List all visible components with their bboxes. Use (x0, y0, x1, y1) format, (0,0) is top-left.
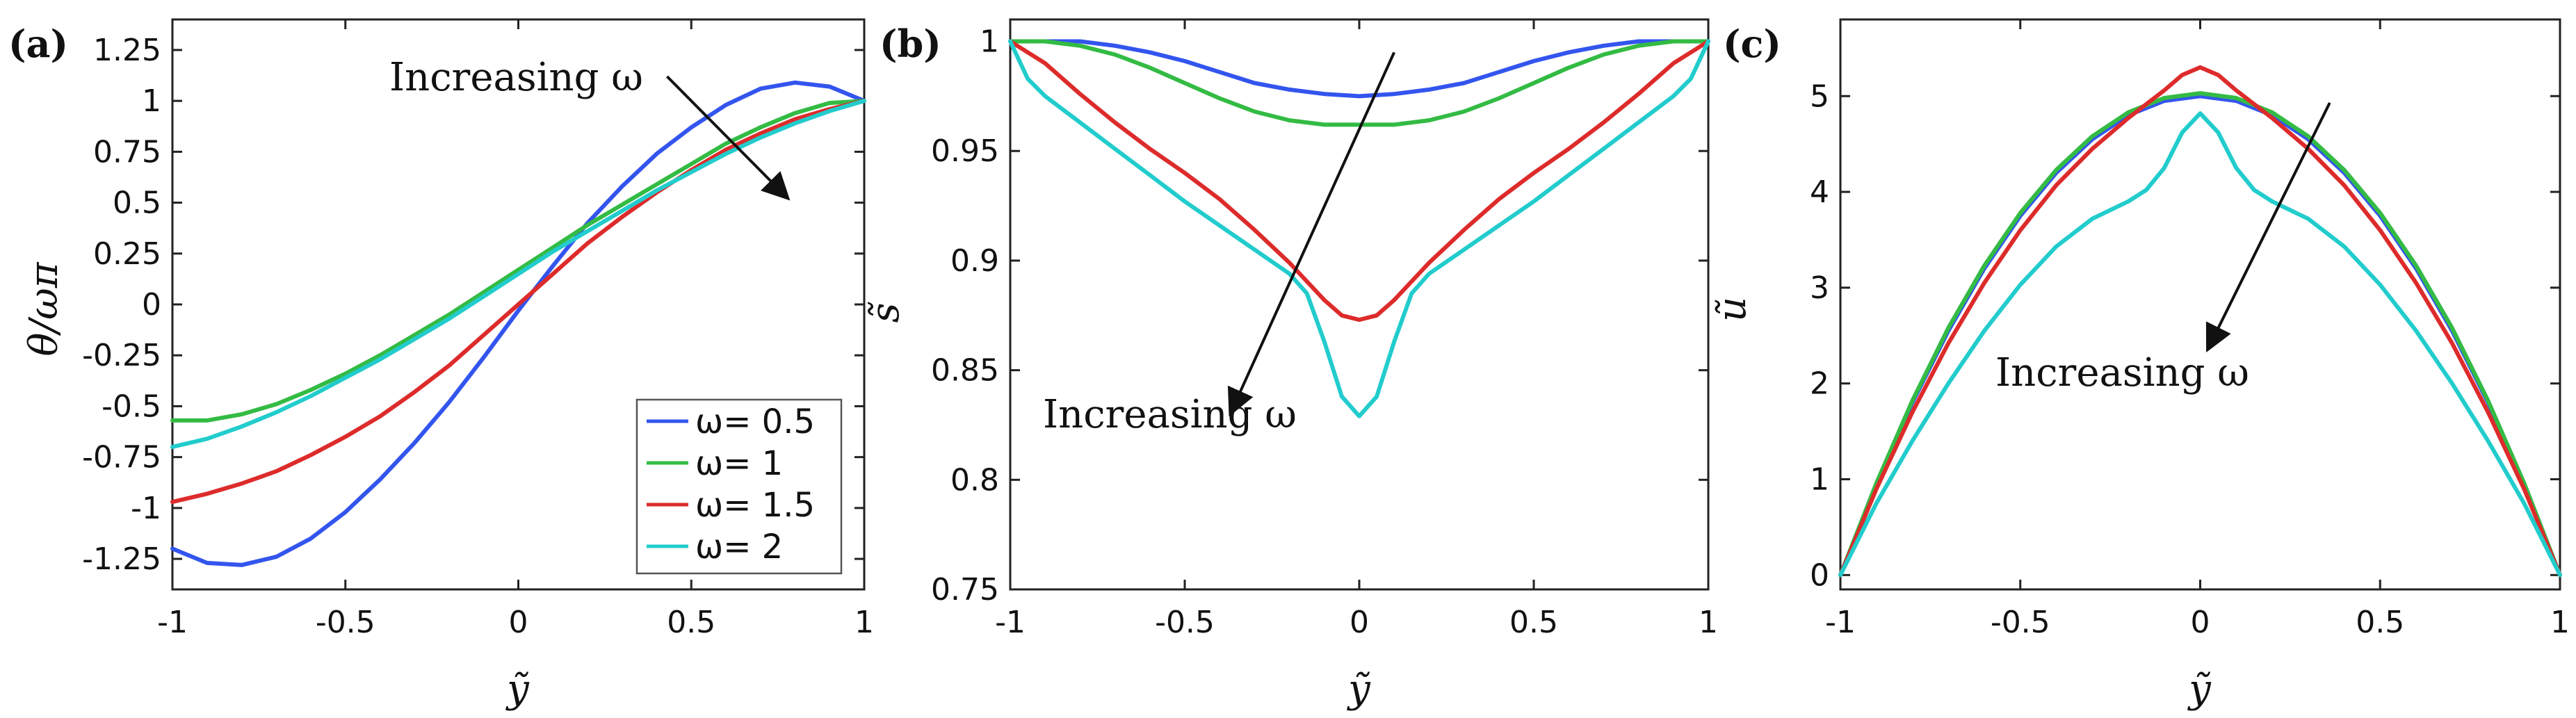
series-lines (1008, 39, 1710, 418)
y-tick-label: 5 (1810, 79, 1829, 114)
y-tick-label: -1 (131, 491, 161, 526)
y-tick-label: 0 (1810, 557, 1829, 593)
x-tick-label: -0.5 (1155, 605, 1215, 640)
series-lines (1838, 65, 2562, 578)
series-line (1838, 91, 2562, 578)
series-line (1008, 39, 1710, 323)
x-tick-label: -1 (1825, 605, 1856, 640)
x-tick-label: 0 (2191, 605, 2210, 640)
panel-a: (a) -1.25 -1 -0.75 -0.5 -0.25 0 0.25 0.5 0.75 1 1.… (8, 18, 874, 712)
x-tick-label: 1 (2550, 605, 2570, 640)
y-tick-label: 0 (142, 287, 161, 323)
x-tick-label: -0.5 (316, 605, 375, 640)
legend-label: ω= 1 (695, 444, 783, 483)
annotation: Increasing ω (1043, 51, 1396, 437)
x-tick-label: 0 (1350, 605, 1369, 640)
x-tick-label: 1 (854, 605, 874, 640)
y-tick-label: -0.25 (82, 338, 161, 373)
y-tick-label: 4 (1810, 174, 1829, 210)
x-axis-label: ỹ (505, 667, 530, 712)
legend-item: ω= 1 (647, 444, 783, 483)
legend-label: ω= 2 (695, 528, 783, 566)
y-tick-label: 1 (142, 83, 161, 119)
plot-area (1009, 18, 1710, 591)
x-tick-label: 0.5 (2356, 605, 2404, 640)
panel-label: (b) (880, 22, 941, 66)
y-tick-label: 0.9 (950, 243, 999, 279)
series-lines (170, 80, 866, 567)
x-tick-label: -1 (995, 605, 1026, 640)
series-line (1838, 111, 2562, 578)
y-tick-label: 2 (1810, 366, 1829, 402)
y-tick-label: 1 (1810, 462, 1829, 498)
plot-border (1009, 18, 1710, 591)
y-tick-label: 0.5 (113, 186, 161, 221)
panel-c: (c) 0 1 2 3 4 5 -1 -0.5 0 0.5 1 ỹ ũ Increasing ω (1710, 18, 2570, 712)
y-tick-label: 0.75 (93, 134, 161, 170)
legend-item: ω= 2 (647, 528, 783, 566)
y-tick-label: 0.95 (931, 133, 999, 169)
annotation: Increasing ω (1995, 102, 2331, 395)
series-line (170, 80, 866, 567)
y-tick-label: 0.8 (950, 462, 999, 498)
legend-box (635, 398, 843, 575)
y-tick-label: -0.75 (82, 440, 161, 475)
annotation-text: Increasing ω (1995, 350, 2249, 395)
x-tick-label: 1 (1699, 605, 1718, 640)
panel-b: (b) 0.75 0.8 0.85 0.9 0.95 1 -1 -0.5 0 0.5 1 ỹ s̃… (863, 18, 1718, 712)
panel-label: (a) (8, 22, 68, 66)
y-tick-label: 1 (980, 24, 999, 60)
y-ticks: 0 1 2 3 4 5 (1810, 79, 2560, 593)
x-tick-label: 0.5 (667, 605, 715, 640)
y-tick-label: 0.25 (93, 236, 161, 272)
y-axis-label: s̃ (863, 302, 908, 323)
legend-label: ω= 0.5 (695, 402, 815, 441)
y-ticks: -1.25 -1 -0.75 -0.5 -0.25 0 0.25 0.5 0.75 1 1.25 (82, 33, 864, 577)
annotation-arrow (666, 75, 791, 201)
series-line (170, 99, 866, 423)
series-line (1838, 94, 2562, 578)
y-axis-label: ũ (1710, 297, 1755, 322)
y-tick-label: 3 (1810, 270, 1829, 306)
x-tick-label: -0.5 (1991, 605, 2050, 640)
legend-item: ω= 0.5 (647, 402, 815, 441)
x-tick-label: 0 (509, 605, 528, 640)
legend-item: ω= 1.5 (647, 486, 815, 525)
y-tick-label: 0.75 (931, 572, 999, 607)
annotation-text: Increasing ω (389, 55, 643, 100)
legend: ω= 0.5 ω= 1 ω= 1.5 ω= 2 (635, 398, 843, 575)
x-axis-label: ỹ (1346, 667, 1371, 712)
panel-label: (c) (1723, 22, 1781, 66)
x-tick-label: -1 (157, 605, 188, 640)
series-line (1008, 39, 1710, 418)
legend-label: ω= 1.5 (695, 486, 815, 525)
y-ticks: 0.75 0.8 0.85 0.9 0.95 1 (931, 24, 1708, 607)
annotation: Increasing ω (389, 55, 791, 201)
annotation-arrow (2205, 102, 2331, 353)
x-ticks: -1 -0.5 0 0.5 1 (1825, 19, 2570, 640)
x-tick-label: 0.5 (1509, 605, 1558, 640)
series-line (170, 99, 866, 449)
x-ticks: -1 -0.5 0 0.5 1 (995, 19, 1718, 640)
y-axis-label: θ/ωπ (22, 261, 67, 356)
y-tick-label: 0.85 (931, 353, 999, 389)
series-line (1008, 39, 1710, 127)
y-tick-label: 1.25 (93, 33, 161, 68)
y-tick-label: -1.25 (82, 541, 161, 577)
series-line (1008, 39, 1710, 99)
x-axis-label: ỹ (2187, 667, 2212, 712)
plot-border (1839, 18, 2561, 591)
annotation-arrow (1227, 51, 1396, 417)
x-ticks: -1 -0.5 0 0.5 1 (157, 19, 874, 640)
plot-area (1839, 18, 2561, 591)
annotation-text: Increasing ω (1043, 392, 1297, 437)
y-tick-label: -0.5 (102, 389, 161, 424)
series-line (1838, 65, 2562, 578)
series-line (170, 99, 866, 505)
